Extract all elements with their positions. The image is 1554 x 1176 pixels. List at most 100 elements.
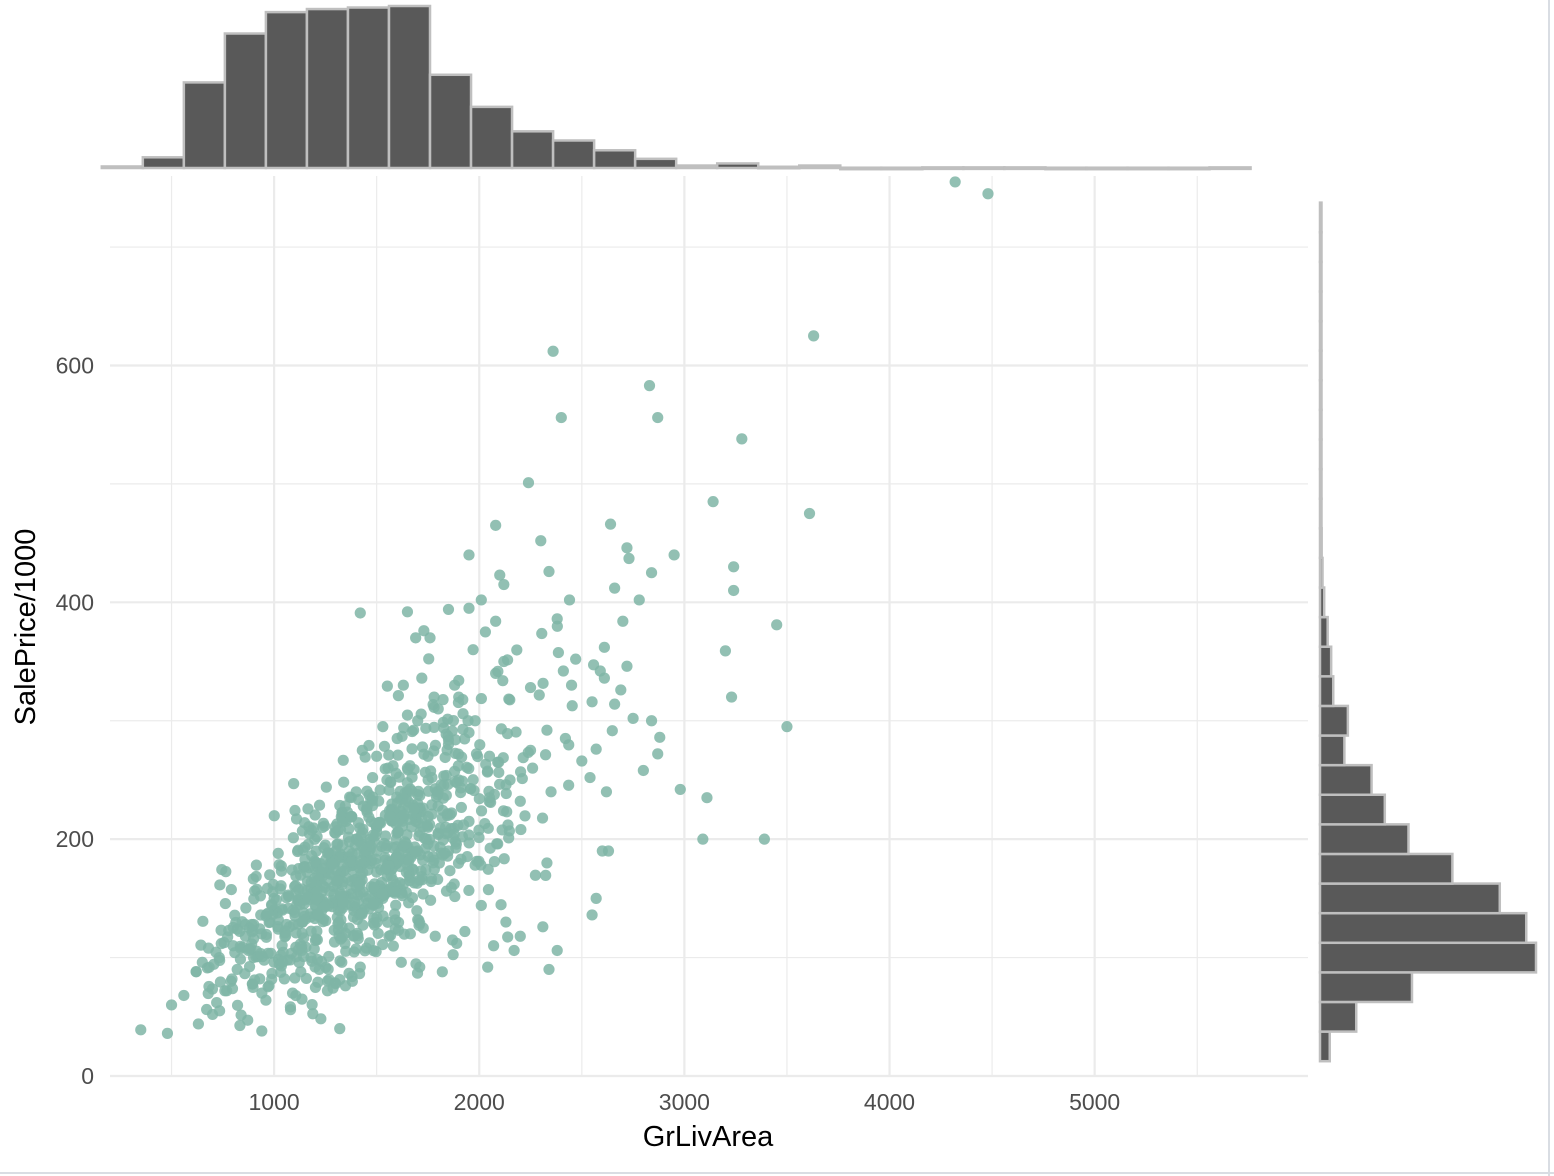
scatter-point bbox=[296, 944, 308, 956]
scatter-point bbox=[251, 883, 263, 895]
right-histogram-bar bbox=[1318, 408, 1323, 441]
scatter-point bbox=[390, 899, 402, 911]
scatter-point bbox=[570, 653, 582, 665]
scatter-point bbox=[414, 874, 426, 886]
scatter-point bbox=[442, 603, 455, 616]
scatter-point bbox=[808, 330, 820, 342]
scatter-point bbox=[645, 715, 658, 727]
scatter-point bbox=[510, 726, 522, 738]
scatter-point bbox=[444, 865, 456, 877]
scatter-point bbox=[272, 921, 284, 933]
scatter-point bbox=[384, 810, 396, 822]
scatter-point bbox=[345, 811, 358, 823]
top-histogram-bar bbox=[305, 7, 350, 170]
scatter-point bbox=[300, 972, 312, 985]
scatter-point bbox=[240, 902, 252, 914]
scatter-point bbox=[526, 762, 539, 774]
scatter-point bbox=[195, 939, 207, 951]
scatter-point bbox=[424, 632, 436, 644]
scatter-point bbox=[288, 778, 300, 790]
scatter-point bbox=[719, 645, 732, 657]
scatter-point bbox=[623, 552, 635, 565]
scatter-point bbox=[378, 740, 391, 752]
axis-ticks: 1000 2000 3000 4000 5000 0 200 400 600 bbox=[56, 352, 1121, 1115]
scatter-point bbox=[178, 989, 190, 1002]
scatter-point bbox=[413, 919, 425, 931]
right-histogram-bar bbox=[1318, 971, 1414, 1004]
top-histogram-bar bbox=[1126, 166, 1170, 171]
scatter-point bbox=[356, 840, 368, 852]
scatter-point bbox=[609, 698, 621, 710]
scatter-point bbox=[313, 799, 326, 811]
scatter-point bbox=[606, 725, 618, 737]
scatter-point bbox=[725, 691, 738, 703]
scatter-point bbox=[467, 644, 479, 656]
right-histogram-bar bbox=[1318, 467, 1323, 500]
scatter-point bbox=[339, 800, 351, 812]
scatter-point bbox=[343, 845, 355, 857]
scatter-point bbox=[557, 665, 569, 677]
scatter-point bbox=[406, 743, 418, 755]
scatter-point bbox=[161, 1027, 174, 1039]
top-histogram-bar bbox=[592, 149, 637, 170]
scatter-point bbox=[280, 930, 292, 942]
scatter-point bbox=[414, 826, 426, 838]
scatter-point bbox=[949, 176, 961, 188]
scatter-point bbox=[541, 724, 553, 736]
scatter-point bbox=[374, 784, 386, 796]
scatter-point bbox=[334, 955, 346, 967]
scatter-point bbox=[306, 999, 318, 1011]
scatter-point bbox=[555, 411, 567, 424]
scatter-point bbox=[216, 863, 228, 876]
scatter-point bbox=[496, 824, 508, 836]
scatter-point bbox=[349, 896, 361, 908]
scatter-point bbox=[261, 882, 274, 894]
scatter-point bbox=[396, 730, 408, 742]
scatter-point bbox=[449, 747, 461, 759]
scatter-point bbox=[428, 701, 440, 713]
scatter-point bbox=[425, 873, 438, 885]
scatter-point bbox=[218, 937, 230, 949]
scatter-point bbox=[330, 875, 343, 887]
scatter-point bbox=[552, 646, 565, 659]
scatter-point bbox=[214, 976, 227, 988]
scatter-point bbox=[302, 803, 314, 815]
scatter-point bbox=[437, 694, 449, 706]
top-histogram-bar bbox=[469, 105, 514, 170]
top-histogram-bar bbox=[346, 6, 391, 170]
scatter-point bbox=[420, 864, 432, 876]
right-histogram-bar bbox=[1318, 349, 1323, 382]
y-tick-label: 200 bbox=[56, 826, 94, 852]
scatter-point bbox=[519, 810, 531, 822]
scatter-point bbox=[449, 890, 461, 903]
scatter-point bbox=[383, 749, 395, 761]
scatter-point bbox=[707, 496, 719, 508]
scatter-point bbox=[366, 771, 379, 784]
top-histogram bbox=[100, 4, 1252, 171]
top-histogram-bar bbox=[921, 166, 965, 171]
scatter-point bbox=[262, 907, 274, 919]
scatter-point bbox=[372, 927, 384, 940]
scatter-point bbox=[563, 594, 576, 606]
scatter-points bbox=[135, 176, 994, 1039]
scatter-point bbox=[982, 188, 994, 200]
scatter-point bbox=[435, 779, 447, 791]
scatter-point bbox=[403, 855, 415, 867]
scatter-point bbox=[219, 897, 231, 910]
top-histogram-bar bbox=[264, 10, 309, 170]
frame-border-bottom bbox=[0, 1172, 1554, 1174]
scatter-point bbox=[473, 793, 485, 805]
scatter-point bbox=[600, 786, 613, 798]
scatter-point bbox=[428, 840, 440, 852]
scatter-point bbox=[379, 763, 391, 775]
scatter-point bbox=[551, 944, 563, 957]
scatter-point bbox=[297, 907, 310, 919]
scatter-point bbox=[501, 654, 514, 666]
scatter-point bbox=[226, 983, 239, 995]
scatter-point bbox=[275, 880, 287, 892]
scatter-point bbox=[256, 1025, 268, 1037]
x-tick-label: 3000 bbox=[659, 1089, 710, 1115]
scatter-point bbox=[419, 766, 431, 778]
scatter-point bbox=[758, 833, 770, 845]
scatter-point bbox=[803, 507, 816, 520]
